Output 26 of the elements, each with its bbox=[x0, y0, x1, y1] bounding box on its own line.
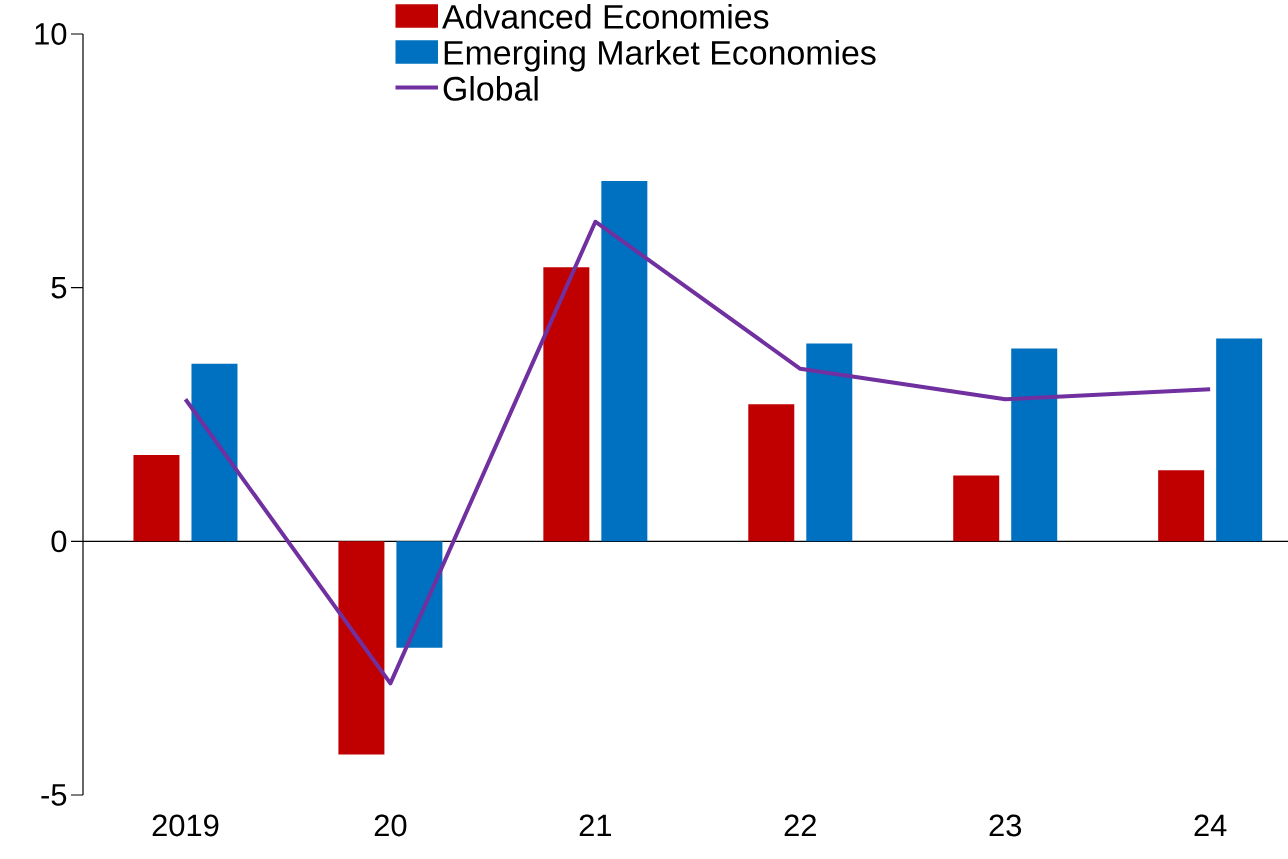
bar bbox=[396, 541, 443, 648]
bar bbox=[953, 475, 1000, 542]
legend-label: Emerging Market Economies bbox=[444, 39, 876, 72]
bar bbox=[191, 363, 238, 542]
y-tick-label: 10 bbox=[35, 23, 67, 45]
x-tick-label: 23 bbox=[989, 814, 1022, 837]
bar bbox=[1216, 338, 1263, 542]
x-tick-label: 21 bbox=[579, 814, 612, 837]
bar bbox=[338, 541, 385, 755]
bar bbox=[601, 181, 648, 542]
bar bbox=[543, 267, 590, 542]
x-tick-label: 22 bbox=[784, 814, 816, 837]
y-tick-label: 0 bbox=[51, 530, 67, 553]
bar bbox=[748, 404, 795, 542]
x-tick-label: 20 bbox=[374, 814, 407, 837]
bar bbox=[1011, 348, 1058, 542]
y-tick-label: -5 bbox=[41, 784, 67, 806]
bar bbox=[806, 343, 853, 542]
legend-label: Global bbox=[443, 75, 538, 101]
x-tick-label: 2019 bbox=[152, 814, 219, 837]
x-tick-label: 24 bbox=[1194, 814, 1227, 837]
line-series bbox=[183, 219, 1213, 686]
y-tick-label: 5 bbox=[51, 276, 67, 299]
bar bbox=[133, 455, 180, 542]
bar bbox=[1158, 470, 1205, 542]
legend-label: Advanced Economies bbox=[442, 3, 769, 29]
